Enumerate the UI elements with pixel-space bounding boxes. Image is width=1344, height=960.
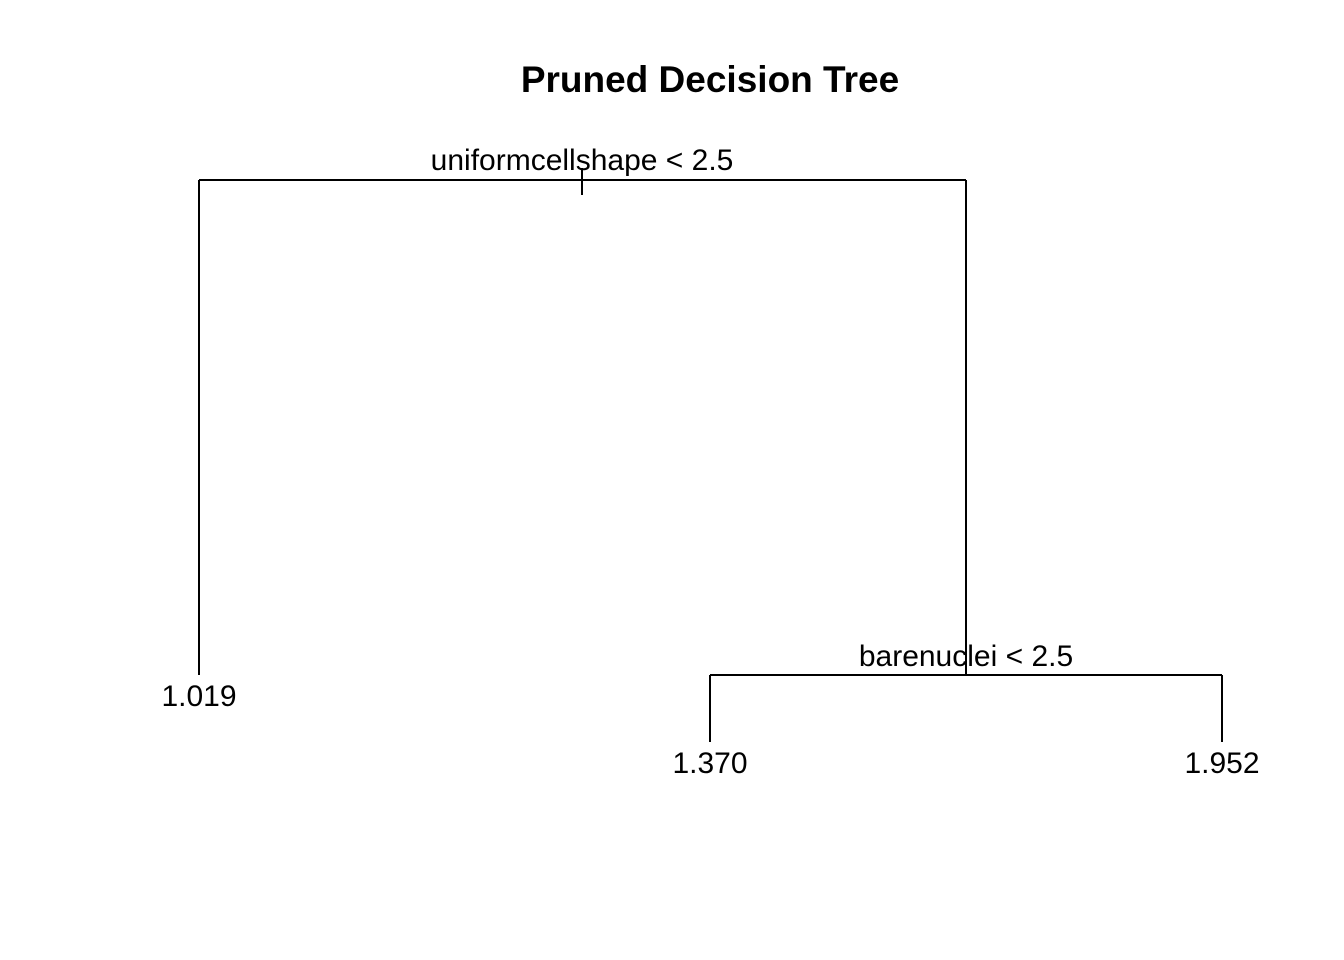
leaf-label-right: 1.952 — [1184, 747, 1259, 780]
root-split-node: uniformcellshape < 2.5 — [198, 144, 967, 675]
right-split-node: barenuclei < 2.5 — [709, 640, 1223, 742]
chart-title: Pruned Decision Tree — [521, 59, 899, 100]
leaf-label-middle: 1.370 — [672, 747, 747, 780]
root-split-label: uniformcellshape < 2.5 — [431, 144, 734, 177]
right-split-label: barenuclei < 2.5 — [859, 640, 1073, 673]
leaf-label-left: 1.019 — [161, 680, 236, 713]
